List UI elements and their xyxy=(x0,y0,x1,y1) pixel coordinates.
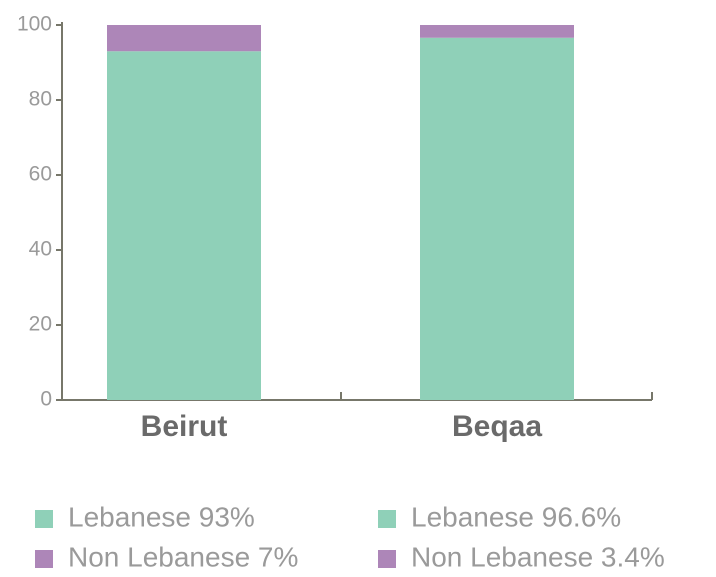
y-tick-label: 20 xyxy=(29,313,52,336)
bar-segment xyxy=(107,51,261,400)
legend-swatch xyxy=(35,510,53,528)
x-tick-label: Beirut xyxy=(141,410,228,443)
y-tick-label: 0 xyxy=(40,388,52,411)
legend-label: Non Lebanese 7% xyxy=(68,541,298,572)
legend-swatch xyxy=(378,510,396,528)
x-tick-label: Beqaa xyxy=(452,410,542,443)
y-tick-label: 60 xyxy=(29,163,52,186)
legend-swatch xyxy=(378,550,396,568)
y-tick-label: 40 xyxy=(29,238,52,261)
bar-segment xyxy=(420,37,574,400)
y-tick-label: 80 xyxy=(29,88,52,111)
bar-segment xyxy=(107,25,261,52)
bar-segment xyxy=(420,25,574,38)
legend-label: Lebanese 93% xyxy=(68,501,255,532)
legend-label: Lebanese 96.6% xyxy=(411,501,621,532)
legend-label: Non Lebanese 3.4% xyxy=(411,541,665,572)
y-tick-label: 100 xyxy=(17,13,52,36)
legend-swatch xyxy=(35,550,53,568)
